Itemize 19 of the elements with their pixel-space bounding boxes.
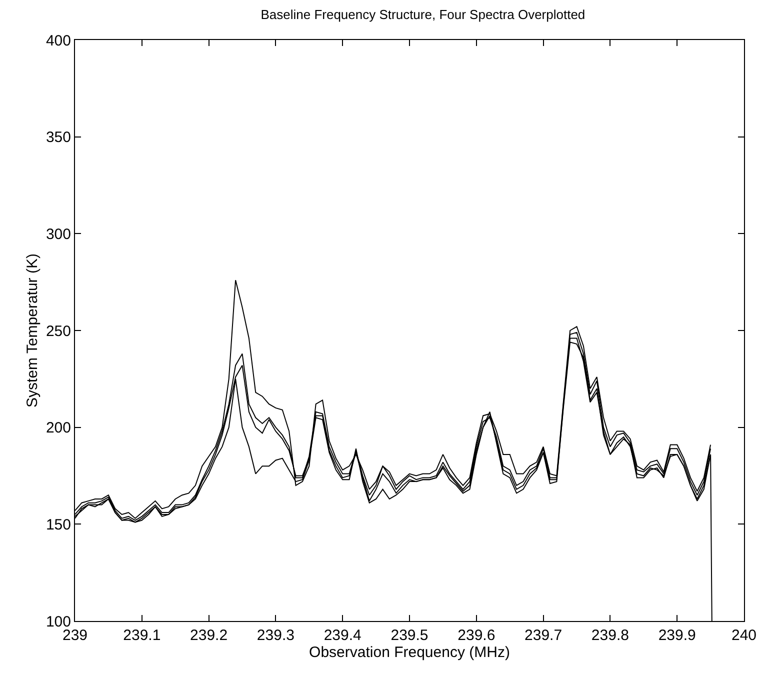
y-tick-label: 300 [46,226,71,243]
x-tick-label: 239.8 [591,627,629,644]
y-tick-label: 250 [46,322,71,340]
x-tick-label: 239.3 [256,627,294,644]
x-axis-title: Observation Frequency (MHz) [309,644,510,661]
x-tick-label: 239.9 [658,627,696,644]
y-tick-label: 150 [46,516,71,534]
chart-title: Baseline Frequency Structure, Four Spectra Overplotted [260,7,586,22]
x-tick-label: 239.7 [524,627,562,644]
y-tick-label: 200 [46,420,71,437]
y-tick-label: 400 [46,32,71,50]
x-tick-label: 239.4 [324,627,362,644]
y-axis-title: System Temperatur (K) [24,254,42,408]
x-tick-label: 239.1 [123,627,161,644]
x-tick-label: 240 [731,627,757,644]
x-tick-label: 239.6 [458,627,496,644]
x-tick-label: 239.5 [390,627,428,644]
x-tick-label: 239.2 [190,627,228,644]
y-tick-label: 350 [46,129,71,146]
